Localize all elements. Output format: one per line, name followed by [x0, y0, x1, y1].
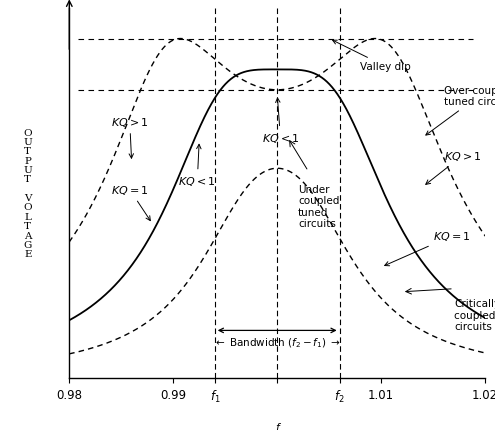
Text: Over coupled
tuned circuits: Over coupled tuned circuits: [426, 86, 495, 136]
Text: Valley dip: Valley dip: [333, 41, 411, 72]
Text: Under
coupled
tuned
circuits: Under coupled tuned circuits: [298, 184, 340, 229]
Text: $KQ < 1$: $KQ < 1$: [179, 145, 216, 188]
Text: Critically
coupled tuned
circuits: Critically coupled tuned circuits: [454, 298, 495, 332]
Text: $\frac{f}{f_0}$: $\frac{f}{f_0}$: [272, 421, 283, 430]
Text: $KQ > 1$: $KQ > 1$: [111, 116, 148, 159]
Text: $\leftarrow$ Bandwidth $(f_2 - f_1)$ $\rightarrow$: $\leftarrow$ Bandwidth $(f_2 - f_1)$ $\r…: [213, 335, 341, 349]
Text: $KQ = 1$: $KQ = 1$: [111, 184, 150, 221]
Text: O
U
T
P
U
T

V
O
L
T
A
G
E: O U T P U T V O L T A G E: [23, 129, 32, 258]
Text: $KQ > 1$: $KQ > 1$: [426, 150, 481, 185]
Text: $KQ < 1$: $KQ < 1$: [262, 99, 299, 145]
Text: $KQ = 1$: $KQ = 1$: [385, 230, 471, 266]
